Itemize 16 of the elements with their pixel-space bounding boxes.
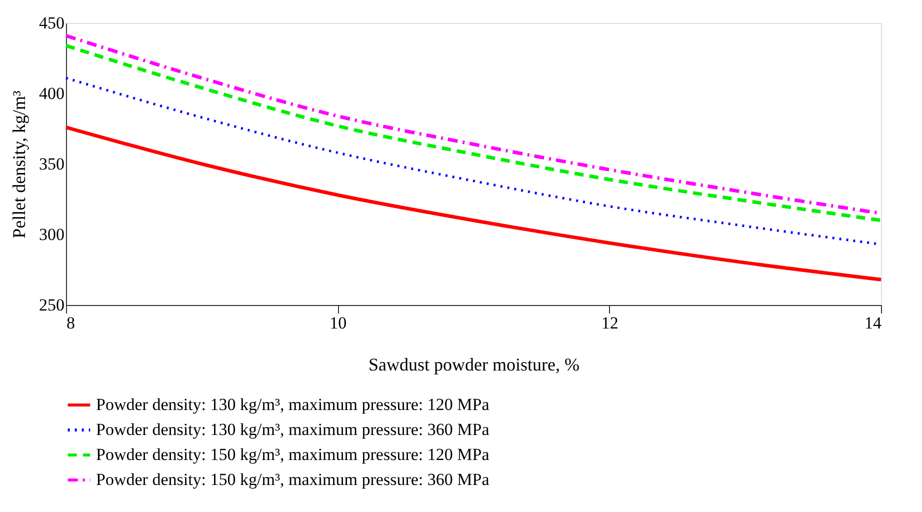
y-tick-label: 350 — [39, 154, 64, 174]
x-tick-label: 8 — [66, 314, 75, 332]
legend-label: Powder density: 150 kg/m³, maximum pressure: 360 MPa — [96, 470, 490, 489]
x-axis-title: Sawdust powder moisture, % — [368, 354, 580, 374]
x-tick-label: 14 — [864, 314, 882, 332]
y-tick-label: 400 — [39, 84, 64, 103]
x-tick-label: 12 — [601, 314, 618, 332]
y-tick-label: 300 — [39, 225, 64, 244]
y-tick-label: 250 — [39, 296, 64, 314]
y-axis-title: Pellet density, kg/m³ — [9, 90, 29, 238]
y-tick-label: 450 — [39, 14, 64, 32]
line-series — [64, 126, 883, 282]
legend-label: Powder density: 130 kg/m³, maximum pressure: 120 MPa — [96, 395, 490, 414]
x-tick-label: 10 — [330, 314, 347, 332]
legend-label: Powder density: 130 kg/m³, maximum pressure: 360 MPa — [96, 420, 490, 439]
legend-label: Powder density: 150 kg/m³, maximum pressure: 120 MPa — [96, 445, 490, 464]
